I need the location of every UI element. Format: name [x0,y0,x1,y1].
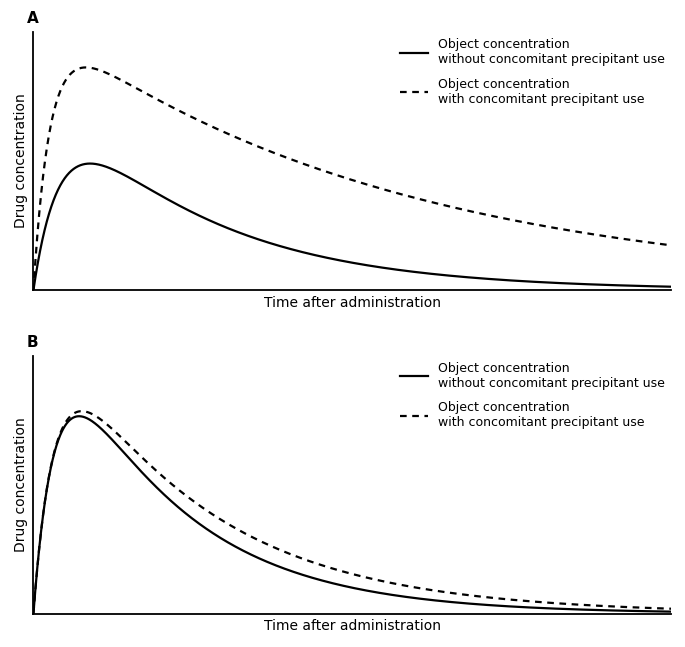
Text: A: A [27,12,39,27]
Legend: Object concentration
without concomitant precipitant use, Object concentration
w: Object concentration without concomitant… [401,362,665,429]
Legend: Object concentration
without concomitant precipitant use, Object concentration
w: Object concentration without concomitant… [401,38,665,105]
Y-axis label: Drug concentration: Drug concentration [14,94,28,228]
X-axis label: Time after administration: Time after administration [264,296,440,310]
Text: B: B [27,335,38,350]
X-axis label: Time after administration: Time after administration [264,619,440,633]
Y-axis label: Drug concentration: Drug concentration [14,417,28,552]
